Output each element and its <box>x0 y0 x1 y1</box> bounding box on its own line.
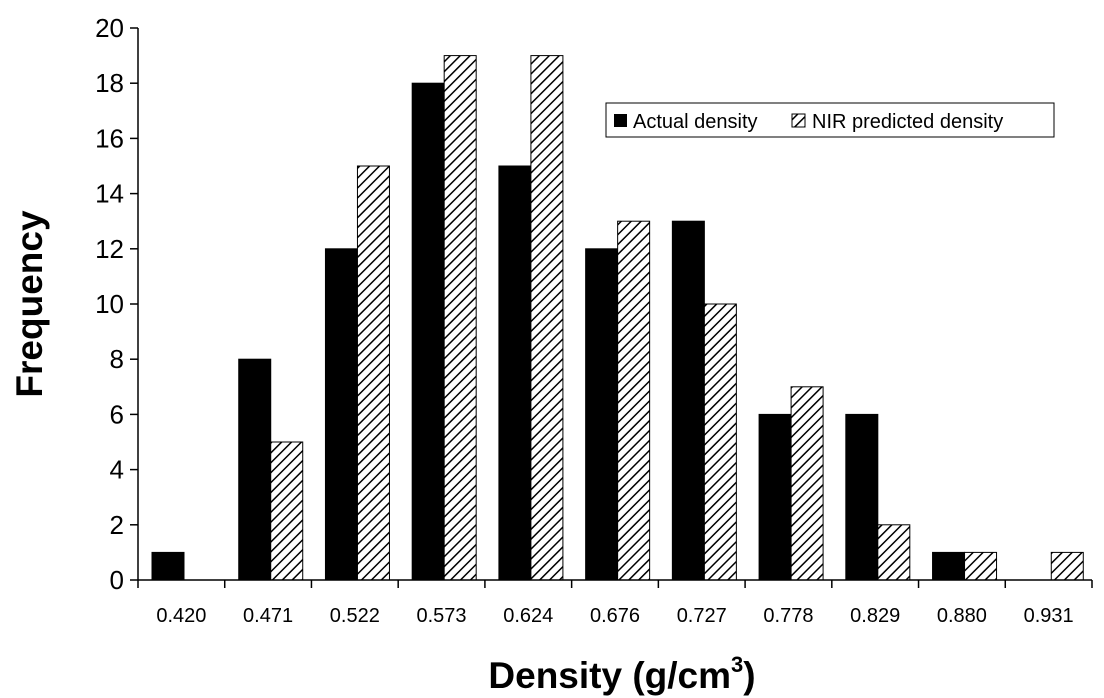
bar-actual-density <box>151 551 185 581</box>
x-tick-label: 0.624 <box>503 605 553 627</box>
y-tick-label: 8 <box>110 344 124 374</box>
y-axis-title: Frequency <box>9 210 50 398</box>
bar-actual-density <box>585 248 619 581</box>
legend-swatch-actual <box>614 114 627 127</box>
y-tick-label: 2 <box>110 510 124 540</box>
x-tick-label: 0.522 <box>330 605 380 627</box>
x-tick-label: 0.829 <box>850 605 900 627</box>
y-tick-label: 20 <box>95 13 124 43</box>
x-axis-title-superscript: 3 <box>731 652 743 677</box>
x-tick-label: 0.727 <box>677 605 727 627</box>
y-tick-label: 10 <box>95 289 124 319</box>
legend-swatch-nir <box>791 113 806 128</box>
bar-actual-density <box>932 551 966 581</box>
bar-nir-predicted-density <box>530 55 564 581</box>
bars-group <box>151 55 1084 581</box>
bar-actual-density <box>498 165 532 581</box>
bar-nir-predicted-density <box>1050 551 1084 581</box>
bar-nir-predicted-density <box>617 220 651 581</box>
bar-nir-predicted-density <box>703 303 737 581</box>
x-tick-label: 0.420 <box>156 605 206 627</box>
y-tick-label: 4 <box>110 455 124 485</box>
x-tick-label: 0.778 <box>763 605 813 627</box>
legend: Actual density NIR predicted density <box>605 102 1055 138</box>
x-axis-title-main: Density (g/cm <box>488 655 731 696</box>
x-tick-label: 0.573 <box>417 605 467 627</box>
x-tick-label: 0.931 <box>1024 605 1074 627</box>
bar-actual-density <box>671 220 705 581</box>
bar-actual-density <box>411 82 445 581</box>
legend-label-actual: Actual density <box>633 111 758 133</box>
y-tick-label: 6 <box>110 399 124 429</box>
bar-nir-predicted-density <box>356 165 390 581</box>
y-tick-label: 12 <box>95 234 124 264</box>
y-ticks-group: 0 2 4 6 8 10 12 14 16 18 20 <box>95 13 138 595</box>
bar-actual-density <box>324 248 358 581</box>
x-tick-label: 0.676 <box>590 605 640 627</box>
bar-nir-predicted-density <box>443 55 477 581</box>
x-ticks-group: 0.420 0.471 0.522 0.573 0.624 0.676 0.727 0.778… <box>137 580 1093 627</box>
bar-actual-density <box>758 413 792 581</box>
x-tick-label: 0.880 <box>937 605 987 627</box>
bar-actual-density <box>238 358 272 581</box>
bar-nir-predicted-density <box>270 441 304 581</box>
x-axis-title-suffix: ) <box>743 655 755 696</box>
y-tick-label: 16 <box>95 123 124 153</box>
y-tick-label: 0 <box>110 565 124 595</box>
legend-box <box>605 102 1055 138</box>
legend-label-nir: NIR predicted density <box>812 111 1003 133</box>
bar-nir-predicted-density <box>964 551 998 581</box>
bar-nir-predicted-density <box>877 524 911 581</box>
x-axis-title: Density (g/cm3) <box>488 652 755 696</box>
y-tick-label: 14 <box>95 179 124 209</box>
bar-nir-predicted-density <box>790 386 824 581</box>
y-tick-label: 18 <box>95 68 124 98</box>
x-tick-label: 0.471 <box>243 605 293 627</box>
bar-actual-density <box>845 413 879 581</box>
